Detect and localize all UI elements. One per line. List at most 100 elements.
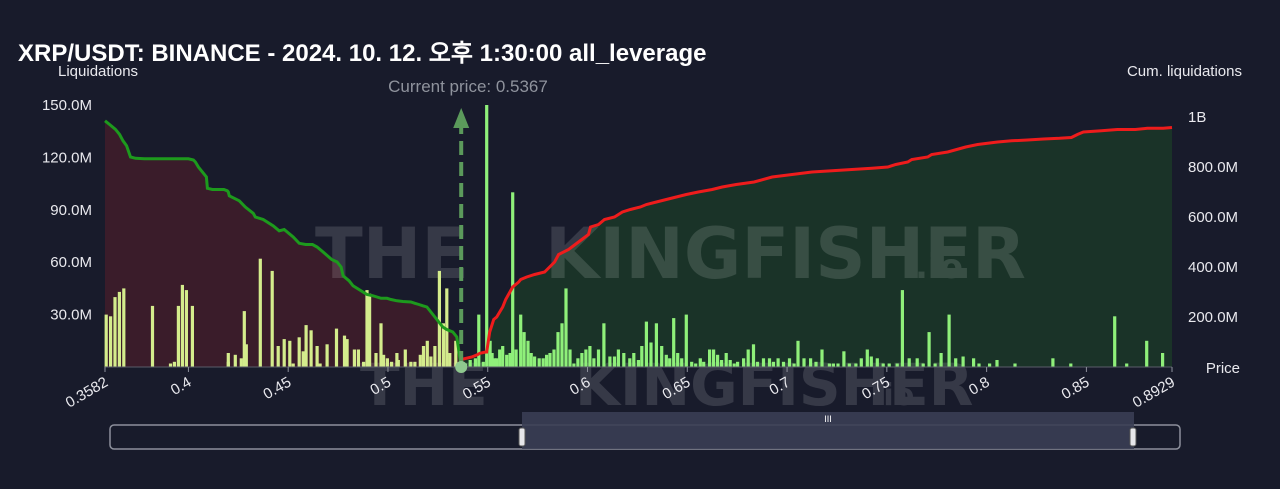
liquidation-bar bbox=[580, 353, 584, 367]
liquidation-bar bbox=[672, 318, 676, 367]
liquidation-bar bbox=[736, 361, 740, 367]
liquidation-bar bbox=[690, 361, 694, 367]
liquidation-bar bbox=[1069, 363, 1073, 367]
x-tick-label: 0.45 bbox=[260, 374, 294, 403]
liquidation-bar bbox=[781, 361, 786, 367]
liquidation-bar bbox=[390, 361, 394, 367]
liquidation-bar bbox=[732, 363, 736, 367]
liquidation-bar bbox=[947, 314, 951, 367]
liquidation-bar bbox=[865, 349, 869, 367]
current-price-label: Current price: 0.5367 bbox=[388, 77, 548, 96]
liquidation-bar bbox=[622, 353, 626, 367]
liquidation-bar bbox=[576, 358, 580, 367]
liquidation-bar bbox=[445, 288, 449, 367]
liquidation-bar bbox=[288, 340, 292, 367]
liquidation-bar bbox=[584, 349, 588, 367]
liquidation-bar bbox=[602, 323, 606, 367]
liquidation-bar bbox=[954, 358, 958, 367]
liquidation-bar bbox=[640, 346, 644, 367]
liquidation-bar bbox=[869, 356, 873, 367]
y2-axis-title: Cum. liquidations bbox=[1127, 63, 1242, 80]
liquidation-bar bbox=[831, 363, 835, 367]
range-slider-window[interactable] bbox=[522, 412, 1134, 449]
liquidation-bar bbox=[522, 332, 526, 367]
liquidation-bar bbox=[498, 349, 502, 367]
watermark-main: THE bbox=[315, 213, 469, 295]
liquidation-bar bbox=[716, 354, 720, 367]
liquidation-bar bbox=[728, 360, 732, 367]
liquidation-bar bbox=[1013, 363, 1017, 367]
liquidation-bar bbox=[751, 344, 756, 367]
liquidation-bar bbox=[258, 258, 262, 367]
y2-tick-label: 800.0M bbox=[1188, 159, 1238, 176]
range-slider[interactable]: III bbox=[109, 412, 1181, 450]
liquidation-bar bbox=[660, 346, 664, 367]
liquidation-bar bbox=[190, 305, 194, 367]
liquidation-bar bbox=[988, 363, 992, 367]
y2-tick-label: 400.0M bbox=[1188, 259, 1238, 276]
liquidation-bar bbox=[441, 323, 445, 367]
range-slider-right-handle[interactable] bbox=[1129, 427, 1137, 447]
liquidation-bar bbox=[334, 328, 339, 367]
liquidation-bar bbox=[961, 356, 965, 367]
liquidation-bar bbox=[244, 344, 248, 367]
liquidation-bar bbox=[433, 346, 437, 367]
liquidation-bar bbox=[385, 358, 389, 367]
liquidation-bar bbox=[915, 358, 919, 367]
liquidation-bar bbox=[352, 349, 356, 367]
liquidation-bar bbox=[508, 353, 512, 367]
y2-ticks: 200.0M 400.0M 600.0M 800.0M 1B bbox=[1188, 109, 1238, 326]
liquidation-bar bbox=[560, 323, 564, 367]
liquidation-bar bbox=[526, 340, 530, 367]
liquidation-bar bbox=[921, 363, 925, 367]
liquidation-bar bbox=[854, 363, 858, 367]
liquidation-bar bbox=[887, 363, 891, 367]
bars-layer bbox=[104, 105, 1165, 367]
liquidation-bar bbox=[720, 360, 724, 367]
current-price-dot bbox=[455, 361, 468, 373]
liquidation-bar bbox=[122, 288, 126, 367]
liquidation-bar bbox=[468, 360, 472, 367]
liquidation-bar bbox=[771, 361, 776, 367]
x-axis-title: Price bbox=[1206, 360, 1240, 377]
liquidation-bar bbox=[608, 356, 612, 367]
range-slider-grip-icon[interactable]: III bbox=[824, 414, 832, 424]
liquidation-bar bbox=[368, 293, 372, 367]
liquidation-bar bbox=[1125, 363, 1129, 367]
cum-below-line bbox=[104, 119, 463, 368]
liquidation-bar bbox=[437, 270, 441, 367]
liquidation-bar bbox=[409, 361, 413, 367]
liquidation-bar bbox=[588, 346, 592, 367]
liquidation-bar bbox=[548, 353, 552, 367]
chart-title: XRP/USDT: BINANCE - 2024. 10. 12. 오후 1:3… bbox=[18, 40, 707, 67]
y2-tick-label: 600.0M bbox=[1188, 209, 1238, 226]
liquidation-bar bbox=[382, 354, 386, 367]
range-slider-left-handle[interactable] bbox=[518, 427, 526, 447]
liquidation-bar bbox=[881, 363, 885, 367]
liquidation-bar bbox=[742, 358, 746, 367]
liquidation-bar bbox=[796, 340, 800, 367]
cum-below-area bbox=[105, 120, 462, 367]
liquidation-bar bbox=[836, 363, 840, 367]
liquidation-bar bbox=[792, 363, 796, 367]
y-tick-label: 60.0M bbox=[50, 254, 92, 271]
liquidation-bar bbox=[827, 363, 831, 367]
liquidation-bar bbox=[649, 342, 653, 367]
liquidation-bar bbox=[847, 363, 851, 367]
liquidation-bar bbox=[325, 344, 329, 367]
cum-above-line bbox=[460, 126, 1173, 361]
liquidation-bar bbox=[379, 323, 383, 367]
liquidation-bar bbox=[180, 284, 184, 367]
liquidation-bar bbox=[429, 356, 433, 367]
liquidation-bar bbox=[939, 353, 943, 367]
y2-tick-label: 200.0M bbox=[1188, 309, 1238, 326]
liquidation-bar bbox=[694, 363, 698, 367]
liquidation-bar bbox=[1161, 353, 1165, 367]
liquidation-bar bbox=[374, 353, 378, 367]
liquidation-bar bbox=[473, 358, 477, 367]
liquidation-bar bbox=[545, 354, 549, 367]
cum-above-area bbox=[461, 127, 1172, 367]
liquidation-bar bbox=[809, 358, 813, 367]
liquidation-bar bbox=[176, 305, 180, 367]
